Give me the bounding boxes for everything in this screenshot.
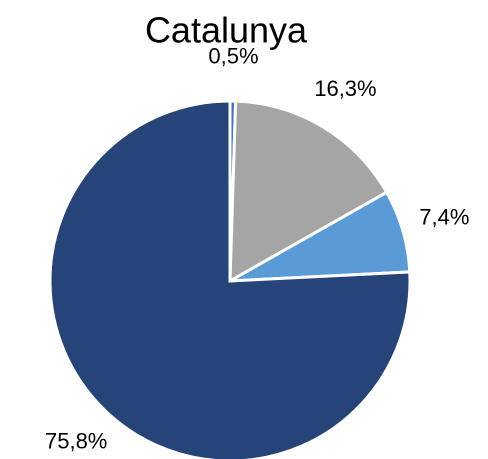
pie-slice (228, 99, 389, 284)
pie-slice (48, 99, 412, 459)
data-label: 0,5% (208, 44, 258, 69)
data-label: 16,3% (314, 76, 376, 101)
data-label: 75,8% (45, 429, 107, 454)
data-label: 7,4% (419, 205, 469, 230)
chart-title: Catalunya (145, 10, 308, 51)
